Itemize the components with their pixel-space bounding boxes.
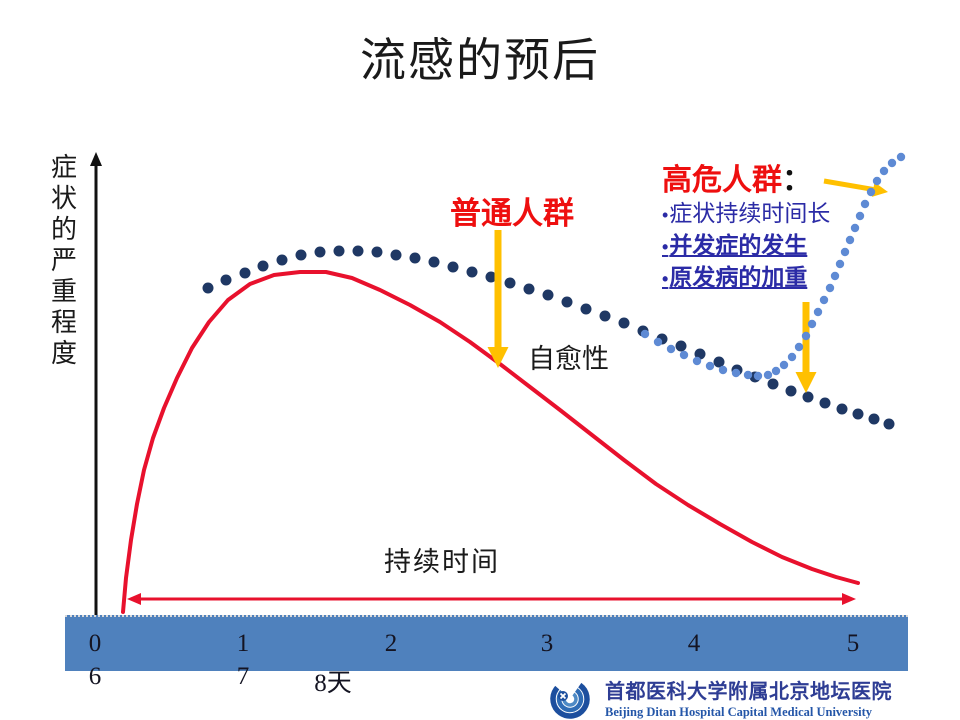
high-risk-title: 高危人群： — [662, 164, 912, 198]
hospital-name-cn: 首都医科大学附属北京地坛医院 — [605, 681, 892, 703]
hospital-logo-icon — [550, 679, 590, 719]
y-axis-char: 度 — [50, 338, 77, 368]
y-axis-char: 的 — [50, 214, 77, 244]
high-risk-colon: ： — [782, 164, 812, 197]
x-tick-7: 7 — [236, 663, 250, 690]
y-axis-char: 重 — [50, 276, 77, 306]
bullet-icon: • — [662, 205, 669, 225]
hospital-name-en: Beijing Ditan Hospital Capital Medical U… — [605, 705, 873, 719]
y-axis-char: 症 — [50, 152, 77, 182]
x-tick-5: 5 — [846, 630, 860, 657]
bullet-icon: • — [662, 269, 669, 289]
high-risk-item-3: •原发病的加重 — [662, 262, 912, 294]
x-axis-band: 0 1 2 3 4 5 6 7 8天 — [65, 615, 908, 697]
high-risk-item-1: •症状持续时间长 — [662, 198, 912, 230]
y-axis-label: 症 状 的 严 重 程 度 — [48, 152, 80, 369]
x-tick-8-days: 8天 — [314, 670, 352, 697]
x-tick-0: 0 — [88, 630, 102, 657]
high-risk-item-2: •并发症的发生 — [662, 230, 912, 262]
high-risk-title-text: 高危人群 — [662, 164, 782, 197]
high-risk-block: 高危人群： •症状持续时间长 •并发症的发生 •原发病的加重 — [662, 164, 912, 294]
duration-label: 持续时间 — [384, 547, 500, 577]
y-axis-char: 严 — [50, 245, 77, 275]
page-title: 流感的预后 — [360, 34, 600, 86]
high-risk-item-text: 并发症的发生 — [669, 232, 808, 258]
x-tick-2: 2 — [384, 630, 398, 657]
hospital-logo-text: 首都医科大学附属北京地坛医院 Beijing Ditan Hospital Ca… — [605, 675, 892, 720]
high-risk-item-text: 症状持续时间长 — [669, 200, 831, 226]
x-tick-6: 6 — [88, 663, 102, 690]
y-axis-char: 状 — [50, 183, 77, 213]
x-tick-3: 3 — [540, 630, 554, 657]
high-risk-item-text: 原发病的加重 — [669, 264, 808, 290]
y-axis-char: 程 — [50, 307, 77, 337]
general-population-label: 普通人群 — [450, 196, 574, 231]
x-tick-1: 1 — [236, 630, 250, 657]
hospital-logo: 首都医科大学附属北京地坛医院 Beijing Ditan Hospital Ca… — [548, 675, 892, 720]
bullet-icon: • — [662, 237, 669, 257]
x-tick-4: 4 — [687, 630, 701, 657]
self-healing-label: 自愈性 — [528, 344, 609, 374]
